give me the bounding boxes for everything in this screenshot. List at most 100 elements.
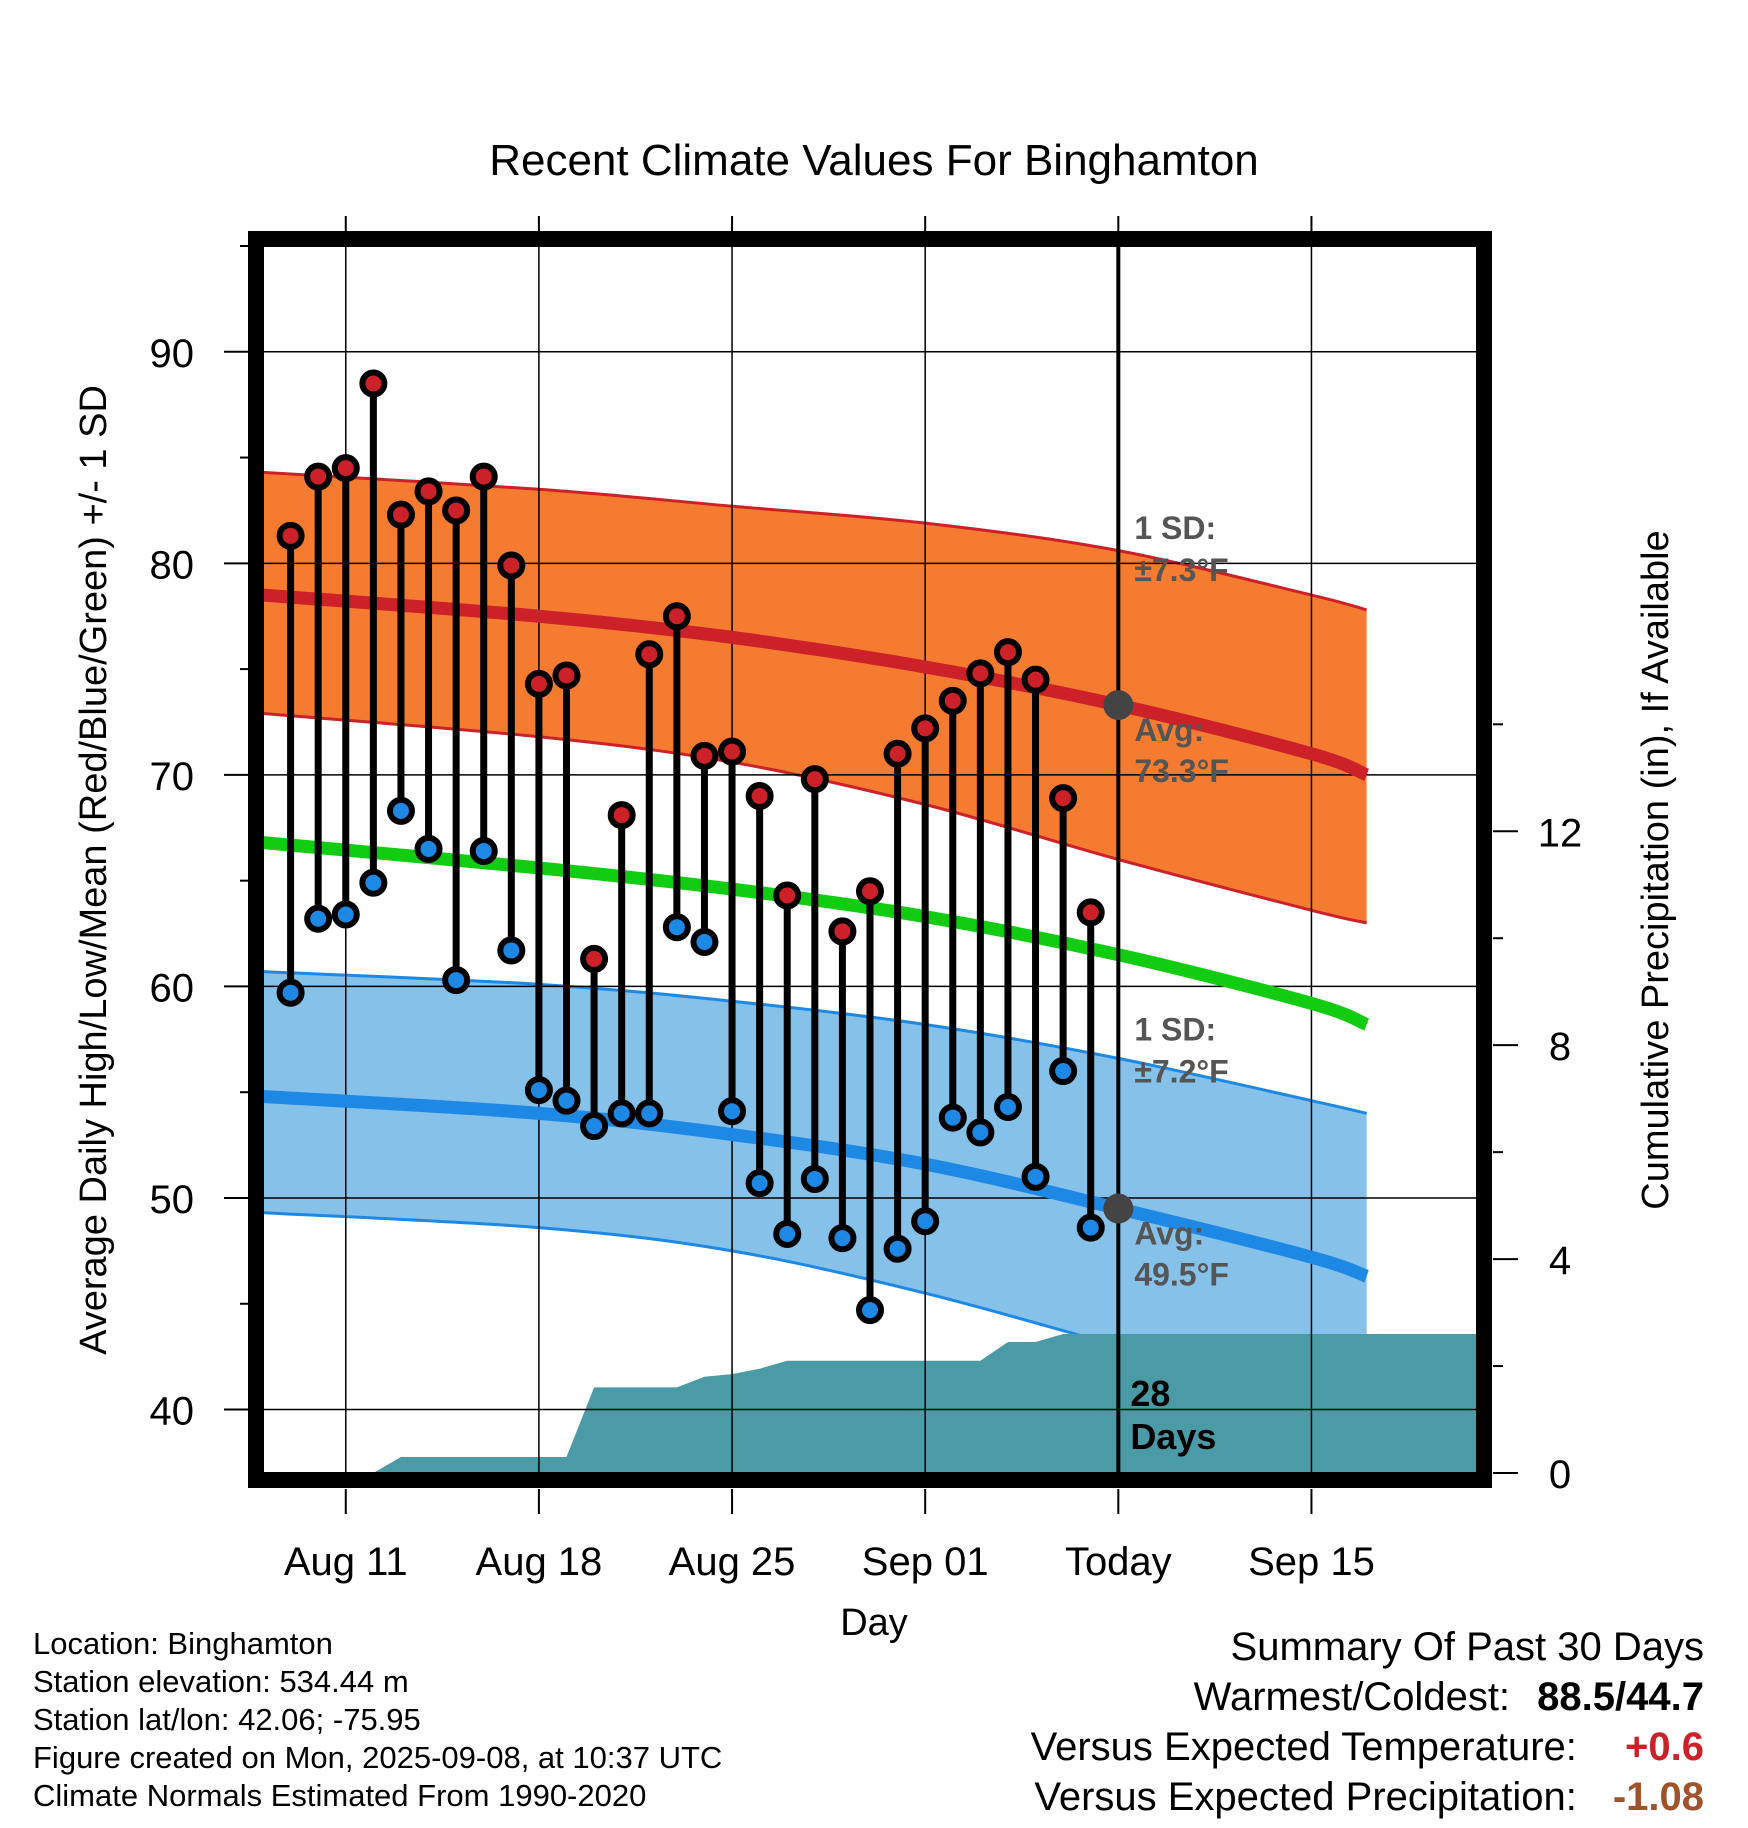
low-point: [690, 928, 719, 957]
plot-content: 1 SD: ±7.3°F Avg: 73.3°F 1 SD: ±7.2°F Avg: 49.5…: [263, 246, 1477, 1473]
high-point: [331, 454, 360, 483]
summary-temp-value: +0.6: [1625, 1725, 1704, 1769]
high-point: [993, 638, 1022, 667]
chart-title: Recent Climate Values For Binghamton: [489, 136, 1259, 185]
annotation-high-avg-label: Avg:: [1134, 712, 1204, 748]
high-point: [662, 602, 691, 631]
summary-panel: Summary Of Past 30 Days Warmest/Coldest:…: [1031, 1622, 1704, 1822]
chart-axes: 40 50 60 70 80 90 0 4 8 12 Aug 11 Aug 18 Aug 25 Sep 0…: [150, 216, 1583, 1584]
annotation-high-sd-label: 1 SD:: [1134, 510, 1216, 546]
low-point: [552, 1086, 581, 1115]
high-point: [276, 521, 305, 550]
summary-precip-label: Versus Expected Precipitation:: [1034, 1775, 1577, 1819]
low-point: [442, 966, 471, 995]
low-point: [800, 1164, 829, 1193]
y-tick-label: 50: [150, 1178, 195, 1222]
info-created: Figure created on Mon, 2025-09-08, at 10…: [33, 1740, 723, 1775]
y-tick-label: 80: [150, 543, 195, 587]
low-point: [524, 1076, 553, 1105]
precip-days-label: Days: [1130, 1416, 1216, 1457]
high-point: [635, 640, 664, 669]
high-point: [938, 686, 967, 715]
station-info: Location: Binghamton Station elevation: …: [33, 1625, 722, 1815]
high-mean-line: [263, 588, 1370, 781]
x-tick-label: Aug 25: [669, 1540, 796, 1584]
high-point: [304, 462, 333, 491]
low-point: [635, 1099, 664, 1128]
low-mean-line: [263, 1089, 1369, 1283]
low-point: [938, 1103, 967, 1132]
y-tick-label: 90: [150, 332, 195, 376]
high-point: [552, 661, 581, 690]
y2-tick-label: 4: [1549, 1239, 1571, 1283]
high-point: [773, 881, 802, 910]
low-point: [414, 834, 443, 863]
high-point: [442, 496, 471, 525]
high-point: [745, 782, 774, 811]
high-point: [966, 659, 995, 688]
high-point: [386, 500, 415, 529]
info-normals: Climate Normals Estimated From 1990-2020: [33, 1778, 647, 1813]
low-point: [856, 1296, 884, 1325]
high-sd-upper-line: [263, 470, 1368, 612]
precip-days-number: 28: [1130, 1373, 1170, 1414]
high-point: [690, 741, 719, 770]
low-point: [966, 1118, 995, 1147]
high-point: [359, 369, 388, 398]
low-point: [828, 1224, 857, 1253]
low-point: [304, 904, 333, 933]
high-point: [828, 917, 857, 946]
annotation-high-sd-value: ±7.3°F: [1134, 552, 1228, 588]
x-tick-label: Aug 11: [284, 1540, 408, 1584]
y-axis-label: Average Daily High/Low/Mean (Red/Blue/Gr…: [73, 385, 115, 1355]
low-sd-upper-line: [263, 970, 1367, 1115]
high-point: [883, 739, 912, 768]
y-tick-label: 60: [150, 966, 195, 1010]
low-point: [276, 978, 305, 1007]
high-point: [1076, 898, 1105, 927]
high-point: [580, 944, 609, 973]
high-point: [497, 551, 526, 580]
high-point: [469, 462, 498, 491]
high-point: [800, 765, 829, 794]
y2-tick-label: 0: [1549, 1453, 1571, 1497]
today-low-avg-marker: [1103, 1193, 1134, 1224]
low-point: [662, 913, 691, 942]
annotation-low-avg-label: Avg:: [1134, 1216, 1204, 1252]
low-point: [469, 837, 498, 866]
info-latlon: Station lat/lon: 42.06; -75.95: [33, 1702, 421, 1737]
high-point: [911, 714, 940, 743]
low-point: [1076, 1213, 1105, 1242]
y-tick-label: 40: [150, 1390, 195, 1434]
summary-precip-value: -1.08: [1612, 1775, 1704, 1819]
annotation-low-sd-label: 1 SD:: [1134, 1011, 1216, 1047]
info-elevation: Station elevation: 534.44 m: [33, 1664, 409, 1699]
mean-line: [263, 836, 1370, 1031]
low-point: [331, 900, 360, 929]
y2-tick-label: 8: [1549, 1025, 1571, 1069]
x-tick-label: Sep 01: [862, 1540, 989, 1584]
low-point: [718, 1097, 747, 1126]
high-point: [1049, 784, 1078, 813]
low-point: [993, 1093, 1022, 1122]
high-point: [607, 801, 636, 830]
low-point: [745, 1169, 774, 1198]
x-tick-label: Sep 15: [1248, 1540, 1375, 1584]
y-tick-label: 70: [150, 755, 195, 799]
plot-frame: [248, 231, 1492, 1488]
x-tick-label: Today: [1065, 1540, 1172, 1584]
plot-area: 1 SD: ±7.3°F Avg: 73.3°F 1 SD: ±7.2°F Avg: 49.5…: [263, 246, 1477, 1473]
low-point: [1049, 1057, 1078, 1086]
annotation-low-sd-value: ±7.2°F: [1134, 1053, 1228, 1089]
low-point: [580, 1112, 609, 1141]
y2-tick-label: 12: [1538, 811, 1583, 855]
high-point: [856, 877, 884, 906]
high-point: [414, 477, 443, 506]
low-point: [359, 868, 388, 897]
annotation-high-avg-value: 73.3°F: [1134, 753, 1229, 789]
low-point: [386, 796, 415, 825]
high-point: [1021, 665, 1050, 694]
low-point: [497, 936, 526, 965]
today-high-avg-marker: [1103, 690, 1134, 721]
